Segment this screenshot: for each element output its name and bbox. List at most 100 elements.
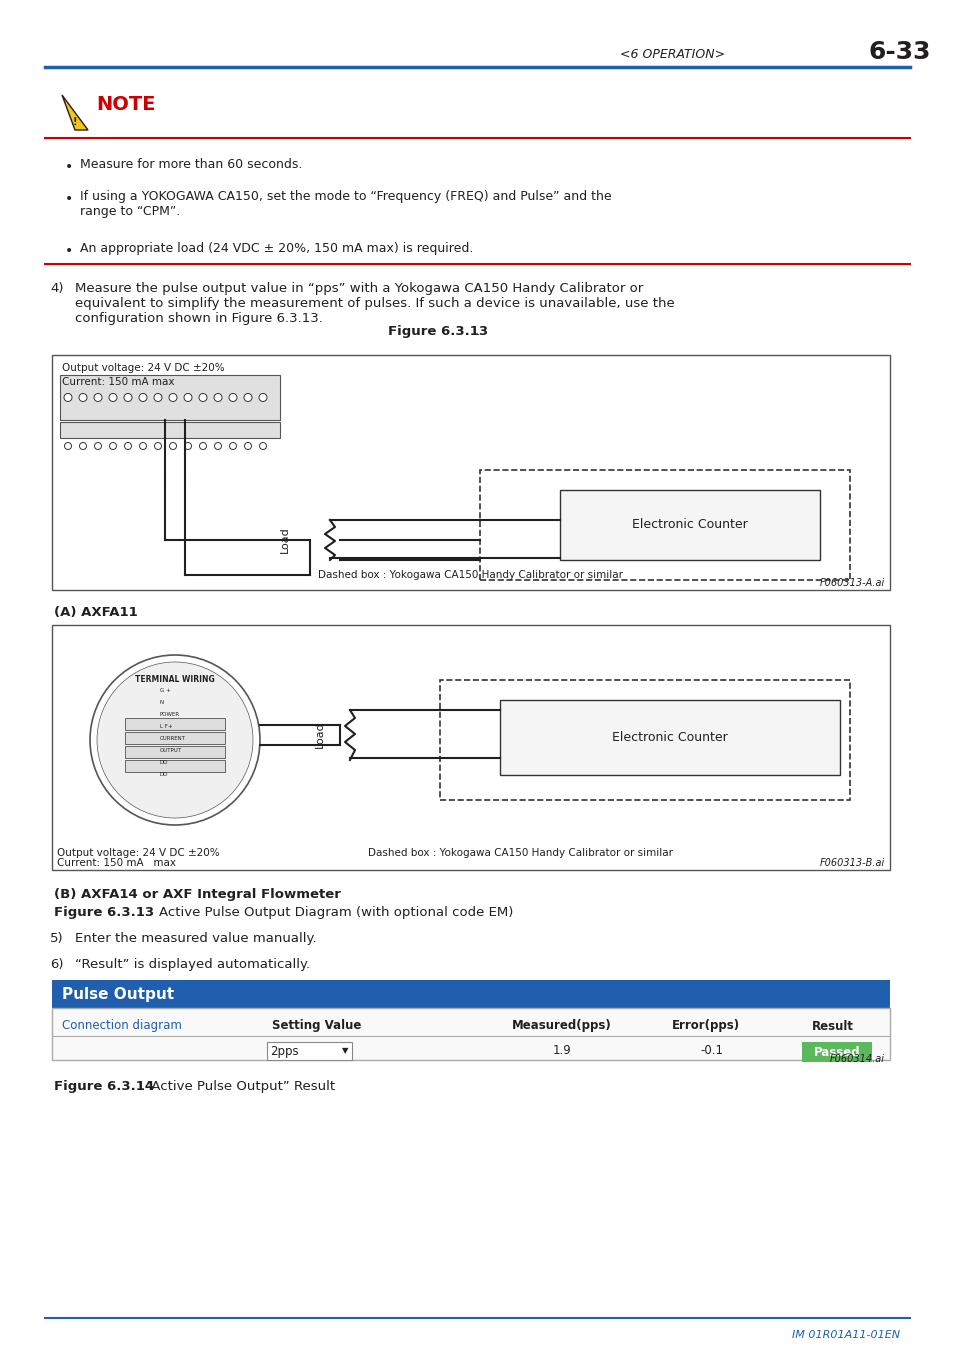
Bar xyxy=(60,375,280,420)
Circle shape xyxy=(64,393,71,401)
Text: Passed: Passed xyxy=(813,1045,860,1058)
Text: Current: 150 mA max: Current: 150 mA max xyxy=(62,377,174,387)
Text: Electronic Counter: Electronic Counter xyxy=(632,518,747,532)
Circle shape xyxy=(79,393,87,401)
Text: Figure 6.3.13: Figure 6.3.13 xyxy=(54,906,154,919)
Circle shape xyxy=(259,443,266,450)
Text: 5): 5) xyxy=(50,931,64,945)
Bar xyxy=(559,490,820,560)
Text: (B) AXFA14 or AXF Integral Flowmeter: (B) AXFA14 or AXF Integral Flowmeter xyxy=(54,888,340,900)
Circle shape xyxy=(258,393,267,401)
Text: Enter the measured value manually.: Enter the measured value manually. xyxy=(75,931,316,945)
Bar xyxy=(439,680,849,801)
Bar xyxy=(801,1042,871,1062)
Circle shape xyxy=(244,393,252,401)
Text: NOTE: NOTE xyxy=(96,96,155,115)
Bar xyxy=(52,355,889,590)
Bar xyxy=(125,718,225,730)
Text: 6): 6) xyxy=(50,958,64,971)
Text: Dashed box : Yokogawa CA150 Handy Calibrator or similar: Dashed box : Yokogawa CA150 Handy Calibr… xyxy=(318,570,623,580)
Polygon shape xyxy=(62,95,88,130)
Text: Active Pulse Output Diagram (with optional code EM): Active Pulse Output Diagram (with option… xyxy=(142,906,513,919)
Text: TERMINAL WIRING: TERMINAL WIRING xyxy=(135,675,214,684)
Circle shape xyxy=(213,393,222,401)
Bar xyxy=(60,423,280,437)
Text: Measured(pps): Measured(pps) xyxy=(512,1019,611,1033)
Circle shape xyxy=(154,443,161,450)
Text: ▼: ▼ xyxy=(341,1046,348,1056)
Text: •: • xyxy=(65,244,73,258)
Circle shape xyxy=(124,393,132,401)
Bar xyxy=(479,470,849,580)
Text: If using a YOKOGAWA CA150, set the mode to “Frequency (FREQ) and Pulse” and the
: If using a YOKOGAWA CA150, set the mode … xyxy=(80,190,611,217)
Bar xyxy=(125,760,225,772)
Text: Output voltage: 24 V DC ±20%: Output voltage: 24 V DC ±20% xyxy=(57,848,219,859)
Text: “Result” is displayed automatically.: “Result” is displayed automatically. xyxy=(75,958,310,971)
Circle shape xyxy=(125,443,132,450)
Circle shape xyxy=(230,443,236,450)
Text: G +: G + xyxy=(160,687,171,693)
Circle shape xyxy=(170,443,176,450)
Text: -0.1: -0.1 xyxy=(700,1045,722,1057)
Text: Dashed box : Yokogawa CA150 Handy Calibrator or similar: Dashed box : Yokogawa CA150 Handy Calibr… xyxy=(368,848,673,859)
Text: L F+: L F+ xyxy=(160,724,172,729)
Circle shape xyxy=(109,393,117,401)
Text: Load: Load xyxy=(314,722,325,748)
Circle shape xyxy=(229,393,236,401)
Circle shape xyxy=(244,443,252,450)
Bar xyxy=(499,701,840,775)
Bar xyxy=(125,732,225,744)
Text: Current: 150 mA   max: Current: 150 mA max xyxy=(57,859,175,868)
Text: POWER: POWER xyxy=(160,711,180,717)
Circle shape xyxy=(199,393,207,401)
Text: •: • xyxy=(65,161,73,174)
Text: (A) AXFA11: (A) AXFA11 xyxy=(54,606,137,620)
Circle shape xyxy=(65,443,71,450)
Text: F060314.ai: F060314.ai xyxy=(829,1054,884,1064)
Text: N: N xyxy=(160,699,164,705)
Circle shape xyxy=(97,662,253,818)
Text: Setting Value: Setting Value xyxy=(272,1019,361,1033)
Text: Electronic Counter: Electronic Counter xyxy=(612,730,727,744)
Bar xyxy=(52,625,889,869)
Text: •: • xyxy=(65,192,73,207)
Text: .: . xyxy=(476,325,479,338)
Text: Error(pps): Error(pps) xyxy=(671,1019,740,1033)
Circle shape xyxy=(184,443,192,450)
Bar xyxy=(125,747,225,757)
Text: <6 OPERATION>: <6 OPERATION> xyxy=(619,49,724,62)
Text: DO: DO xyxy=(160,760,169,764)
Circle shape xyxy=(214,443,221,450)
Text: Pulse Output: Pulse Output xyxy=(62,987,174,1002)
Text: F060313-A.ai: F060313-A.ai xyxy=(819,578,884,589)
Text: Result: Result xyxy=(811,1019,853,1033)
Circle shape xyxy=(79,443,87,450)
Circle shape xyxy=(169,393,177,401)
Bar xyxy=(52,980,889,1008)
Circle shape xyxy=(94,443,101,450)
Circle shape xyxy=(90,655,260,825)
Circle shape xyxy=(139,443,147,450)
Text: Measure the pulse output value in “pps” with a Yokogawa CA150 Handy Calibrator o: Measure the pulse output value in “pps” … xyxy=(75,282,674,325)
Text: Figure 6.3.14: Figure 6.3.14 xyxy=(54,1080,154,1094)
Circle shape xyxy=(184,393,192,401)
Text: F060313-B.ai: F060313-B.ai xyxy=(819,859,884,868)
Circle shape xyxy=(153,393,162,401)
Bar xyxy=(267,1042,352,1060)
Text: “Active Pulse Output” Result: “Active Pulse Output” Result xyxy=(142,1080,335,1094)
Text: CURRENT: CURRENT xyxy=(160,736,186,741)
Text: Figure 6.3.13: Figure 6.3.13 xyxy=(388,325,488,338)
Text: An appropriate load (24 VDC ± 20%, 150 mA max) is required.: An appropriate load (24 VDC ± 20%, 150 m… xyxy=(80,242,473,255)
Circle shape xyxy=(94,393,102,401)
Text: Connection diagram: Connection diagram xyxy=(62,1019,182,1033)
Text: 6-33: 6-33 xyxy=(868,40,930,63)
Text: !: ! xyxy=(72,117,77,127)
Text: OUTPUT: OUTPUT xyxy=(160,748,182,752)
Text: DO: DO xyxy=(160,771,169,776)
Text: 2pps: 2pps xyxy=(270,1045,298,1057)
Text: 1.9: 1.9 xyxy=(552,1045,571,1057)
Text: Measure for more than 60 seconds.: Measure for more than 60 seconds. xyxy=(80,158,302,171)
Text: 4): 4) xyxy=(50,282,64,296)
Text: Output voltage: 24 V DC ±20%: Output voltage: 24 V DC ±20% xyxy=(62,363,224,373)
Text: IM 01R01A11-01EN: IM 01R01A11-01EN xyxy=(791,1330,899,1341)
